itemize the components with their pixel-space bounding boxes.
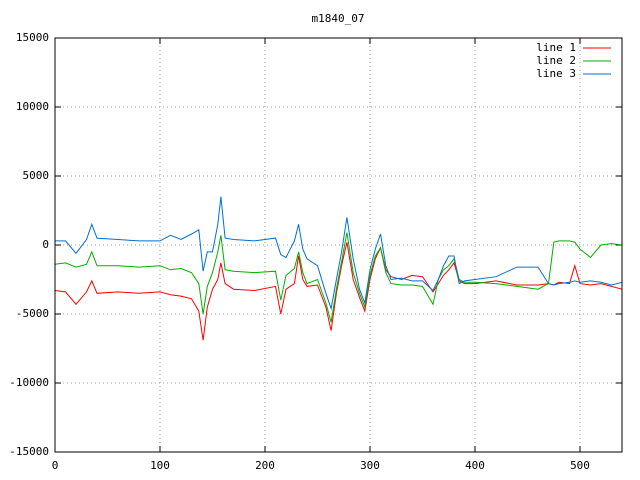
x-tick-label: 300: [360, 459, 380, 472]
x-tick-label: 100: [150, 459, 170, 472]
y-tick-label: 0: [42, 238, 49, 251]
x-tick-label: 0: [52, 459, 59, 472]
legend-label: line 2: [536, 54, 576, 67]
y-tick-label: -5000: [16, 307, 49, 320]
y-tick-label: 5000: [23, 169, 50, 182]
data-line: [54, 242, 623, 341]
plot-border: [54, 37, 623, 453]
data-line: [55, 196, 623, 311]
chart-title: m1840_07: [312, 12, 365, 25]
x-tick-label: 200: [255, 459, 275, 472]
legend-label: line 1: [536, 41, 576, 54]
y-tick-label: 10000: [16, 100, 49, 113]
x-tick-label: 500: [570, 459, 590, 472]
x-tick-label: 400: [465, 459, 485, 472]
y-tick-label: -10000: [9, 376, 49, 389]
y-tick-label: -15000: [9, 445, 49, 458]
y-tick-label: 15000: [16, 31, 49, 44]
legend-label: line 3: [536, 67, 576, 80]
data-line: [54, 232, 623, 323]
